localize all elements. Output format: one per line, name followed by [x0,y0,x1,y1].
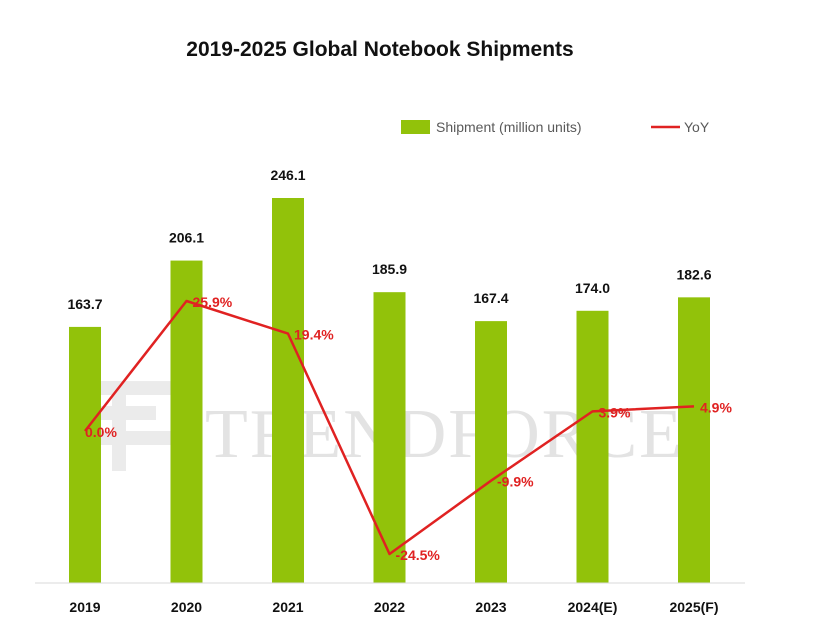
legend-bar-swatch [401,120,430,134]
yoy-line [84,299,695,556]
x-tick-label-2020: 2020 [171,599,202,615]
x-tick-label-2019: 2019 [69,599,100,615]
legend-item-yoy: YoY [651,119,710,135]
bar-value-label-2021: 246.1 [270,167,305,183]
yoy-value-label-2022: -24.5% [396,547,441,563]
yoy-line-series [84,299,695,556]
yoy-value-label-2020: 25.9% [193,294,233,310]
x-tick-label-2021: 2021 [272,599,303,615]
bar-value-label-2019: 163.7 [67,296,102,312]
bar-2021 [272,198,304,583]
bar-2023 [475,321,507,583]
legend: Shipment (million units) YoY [401,119,710,135]
watermark-logo-icon [86,381,174,471]
x-tick-label-2024(E): 2024(E) [568,599,618,615]
bar-2024(E) [576,310,609,583]
bar-2022 [373,292,406,583]
legend-label-yoy: YoY [684,119,710,135]
bar-value-label-2023: 167.4 [473,290,508,306]
yoy-value-labels: 0.0% 25.9% 19.4% -24.5% -9.9% 3.9% 4.9% [85,294,732,563]
yoy-value-label-2025(F): 4.9% [700,399,732,415]
chart-title: 2019-2025 Global Notebook Shipments [186,38,573,61]
legend-label-shipment: Shipment (million units) [436,119,582,135]
yoy-value-label-2023: -9.9% [497,474,534,490]
bar-value-label-2025(F): 182.6 [676,266,711,282]
yoy-value-label-2021: 19.4% [294,327,334,343]
bar-value-label-2020: 206.1 [169,230,204,246]
x-axis-tick-labels: 2019 2020 2021 2022 2023 2024(E) 2025(F) [69,599,718,615]
x-tick-label-2022: 2022 [374,599,405,615]
bar-value-labels: 163.7 206.1 246.1 185.9 167.4 174.0 182.6 [67,167,711,312]
bar-2025(F) [678,297,710,583]
bar-value-label-2022: 185.9 [372,261,407,277]
yoy-value-label-2024(E): 3.9% [599,404,631,420]
x-tick-label-2023: 2023 [475,599,506,615]
yoy-value-label-2019: 0.0% [85,424,117,440]
bar-2019 [69,326,101,583]
legend-item-shipment: Shipment (million units) [401,119,582,135]
bar-value-label-2024(E): 174.0 [575,280,610,296]
x-tick-label-2025(F): 2025(F) [669,599,718,615]
